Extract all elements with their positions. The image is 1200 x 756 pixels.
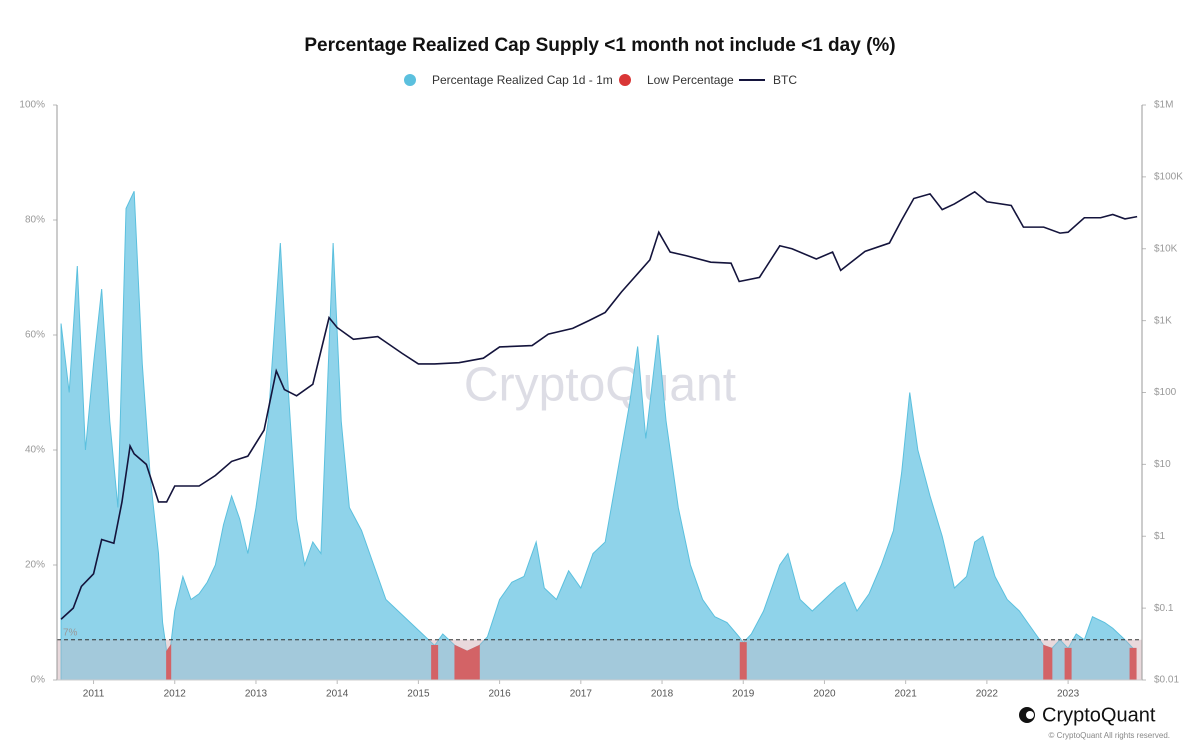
- y-tick-label: 60%: [25, 330, 45, 341]
- y-tick-label: 40%: [25, 445, 45, 456]
- brand: CryptoQuant: [1042, 704, 1156, 726]
- legend-label: Percentage Realized Cap 1d - 1m: [432, 73, 613, 87]
- y2-tick-label: $10: [1154, 459, 1171, 470]
- y-tick-label: 100%: [19, 100, 45, 111]
- area-series: [60, 191, 1134, 681]
- area-series: [166, 642, 1137, 681]
- threshold-label: 7%: [63, 627, 78, 638]
- low-zone-overlay: [57, 639, 1142, 680]
- brand-logo: [1019, 707, 1035, 723]
- x-tick-label: 2022: [976, 689, 999, 700]
- x-tick-label: 2018: [651, 689, 674, 700]
- x-tick-label: 2016: [488, 689, 511, 700]
- btc-line: [60, 190, 1138, 620]
- x-tick-label: 2012: [164, 689, 187, 700]
- y2-tick-label: $1M: [1154, 100, 1173, 111]
- legend-swatch: [619, 74, 631, 86]
- legend-label: BTC: [773, 73, 797, 87]
- y-tick-label: 0%: [31, 675, 46, 686]
- y2-tick-label: $0.1: [1154, 603, 1174, 614]
- x-tick-label: 2017: [570, 689, 593, 700]
- y-tick-label: 80%: [25, 215, 45, 226]
- y2-tick-label: $0.01: [1154, 675, 1179, 686]
- y2-tick-label: $1: [1154, 531, 1166, 542]
- x-tick-label: 2011: [83, 689, 105, 700]
- x-tick-label: 2023: [1057, 689, 1080, 700]
- x-tick-label: 2014: [326, 689, 349, 700]
- x-tick-label: 2019: [732, 689, 755, 700]
- x-tick-label: 2013: [245, 689, 268, 700]
- y2-tick-label: $100K: [1154, 172, 1183, 183]
- y2-tick-label: $10K: [1154, 243, 1178, 254]
- x-tick-label: 2020: [813, 689, 836, 700]
- legend-label: Low Percentage: [647, 73, 734, 87]
- watermark: CryptoQuant: [464, 359, 736, 412]
- y2-tick-label: $100: [1154, 387, 1177, 398]
- legend-swatch: [404, 74, 416, 86]
- copyright: © CryptoQuant All rights reserved.: [1049, 731, 1171, 740]
- y-tick-label: 20%: [25, 560, 45, 571]
- chart-title: Percentage Realized Cap Supply <1 month …: [304, 35, 895, 56]
- x-tick-label: 2015: [407, 689, 430, 700]
- x-tick-label: 2021: [895, 689, 918, 700]
- y2-tick-label: $1K: [1154, 315, 1172, 326]
